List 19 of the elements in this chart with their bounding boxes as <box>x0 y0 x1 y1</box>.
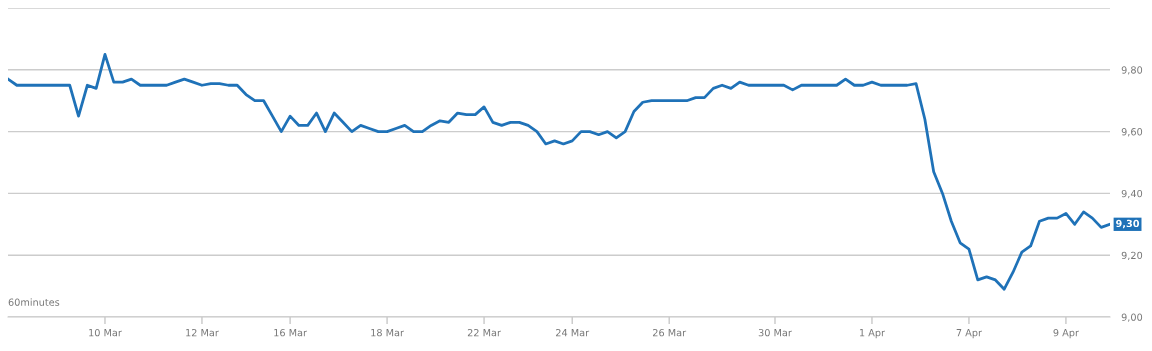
annotation: 60minutes <box>8 298 60 306</box>
y-tick-label: 9,40 <box>1121 189 1143 199</box>
x-tick-label: 16 Mar <box>274 328 308 337</box>
x-tick-label: 10 Mar <box>89 328 122 337</box>
y-tick-label: 9,60 <box>1121 128 1143 137</box>
y-tick-label: 9,20 <box>1121 251 1143 261</box>
x-tick-label: 9 Apr <box>1053 328 1079 339</box>
y-tick-label: 9,80 <box>1121 66 1143 75</box>
x-tick-label: 12 Mar <box>186 328 219 337</box>
x-tick-label: 1 Apr <box>859 329 886 339</box>
x-tick-label: 22 Mar <box>467 328 501 337</box>
line-series <box>8 52 1110 291</box>
x-tick-label: 7 Apr <box>956 329 982 339</box>
y-tick-label: 9,00 <box>1121 313 1143 322</box>
x-tick-label: 30 Mar <box>758 328 792 337</box>
x-tick-label: 18 Mar <box>371 328 404 337</box>
x-tick-label: 24 Mar <box>556 328 590 337</box>
x-tick-label: 26 Mar <box>653 328 687 337</box>
text: 9,30 <box>1116 219 1140 229</box>
